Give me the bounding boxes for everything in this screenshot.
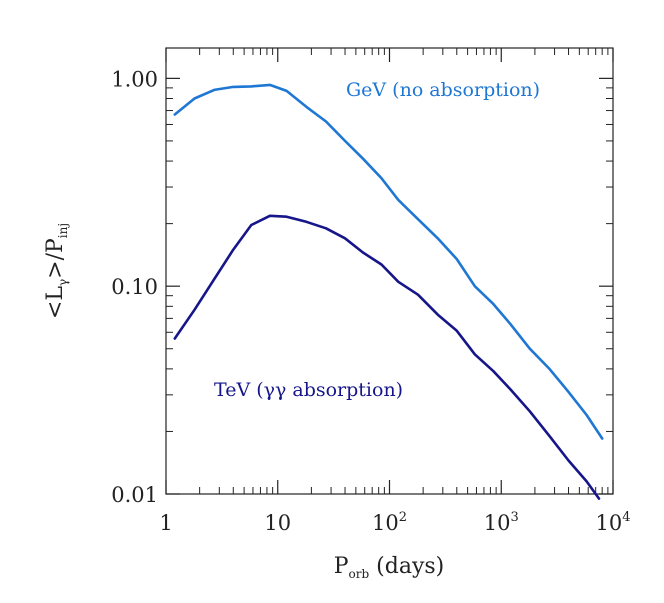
- major-ticks: [165, 48, 614, 495]
- y-tick-label: 0.10: [111, 275, 158, 299]
- x-tick-label: 104: [595, 510, 630, 535]
- y-axis-title: <Lγ>/Pinj: [43, 223, 70, 319]
- y-tick-label: 1.00: [111, 67, 158, 91]
- tev-series-line: [173, 214, 601, 500]
- minor-ticks: [166, 48, 613, 494]
- y-tick-label: 0.01: [111, 483, 158, 507]
- gev-series-line: [173, 83, 604, 440]
- x-axis-title: Porb (days): [334, 554, 445, 581]
- x-tick-label: 103: [484, 510, 519, 535]
- gev-annotation: GeV (no absorption): [346, 79, 540, 101]
- x-tick-labels: 1 10 102 103 104: [159, 510, 630, 535]
- x-tick-label: 10: [264, 511, 291, 535]
- x-tick-label: 102: [372, 510, 407, 535]
- y-tick-labels: 0.01 0.10 1.00: [111, 67, 158, 507]
- series-layer: [173, 83, 604, 500]
- x-tick-label: 1: [159, 511, 172, 535]
- tev-annotation: TeV (γγ absorption): [214, 379, 403, 401]
